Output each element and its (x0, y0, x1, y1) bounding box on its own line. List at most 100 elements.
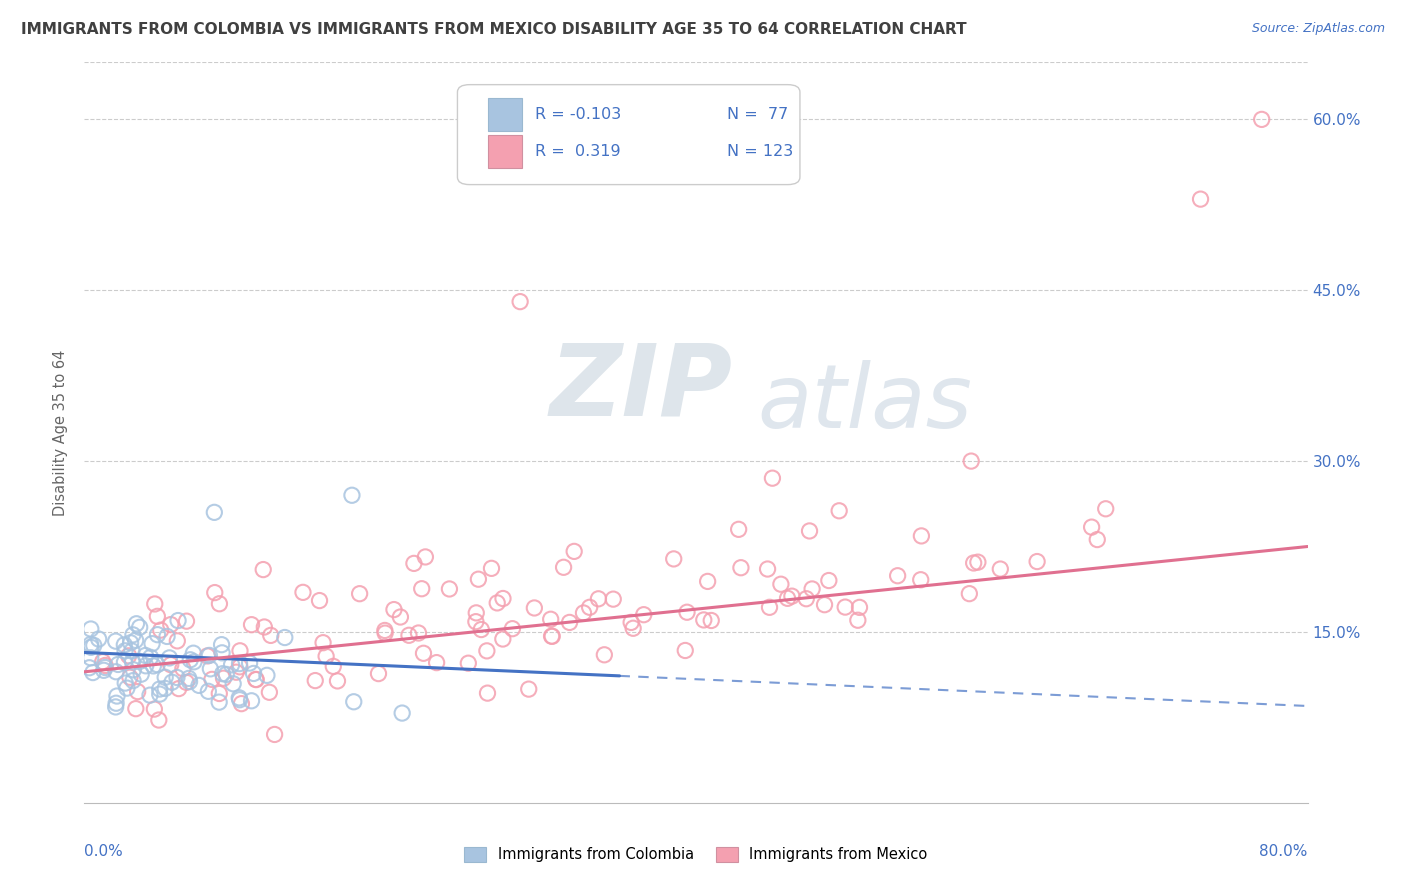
Point (229, 644, 252, 658)
Point (128, 655, 150, 669)
Point (367, 666, 389, 681)
Point (374, 624, 396, 638)
Point (799, 524, 821, 538)
Point (412, 646, 434, 660)
Y-axis label: Disability Age 35 to 64: Disability Age 35 to 64 (53, 350, 69, 516)
Point (179, 653, 201, 667)
Point (121, 655, 143, 669)
Point (312, 636, 335, 650)
Point (104, 700, 127, 714)
Legend: Immigrants from Colombia, Immigrants from Mexico: Immigrants from Colombia, Immigrants fro… (464, 847, 928, 863)
Point (322, 659, 344, 673)
Text: atlas: atlas (758, 360, 972, 446)
Point (149, 681, 172, 696)
Point (411, 582, 433, 596)
Point (228, 657, 250, 671)
Point (910, 573, 932, 587)
Point (229, 660, 252, 674)
Point (457, 657, 479, 671)
Point (134, 648, 156, 663)
Point (208, 695, 231, 709)
Text: 0.0%: 0.0% (84, 844, 124, 858)
Point (114, 644, 136, 658)
Point (176, 675, 198, 690)
Point (523, 601, 546, 615)
Point (834, 600, 856, 615)
Text: 80.0%: 80.0% (1260, 844, 1308, 858)
Point (146, 609, 169, 624)
Point (149, 687, 172, 701)
Point (673, 643, 696, 657)
Point (114, 676, 136, 690)
Point (176, 614, 198, 628)
Point (620, 615, 643, 630)
Point (104, 634, 127, 648)
Point (308, 593, 330, 607)
Point (211, 666, 233, 681)
Point (188, 678, 211, 692)
Point (225, 665, 247, 680)
Point (988, 562, 1011, 576)
Point (183, 646, 205, 660)
Point (122, 628, 145, 642)
Point (228, 692, 250, 706)
Point (83, 639, 105, 653)
Point (117, 648, 139, 663)
Point (143, 597, 166, 611)
Point (693, 613, 716, 627)
Point (813, 598, 835, 612)
Point (222, 677, 245, 691)
Point (245, 673, 267, 687)
Point (801, 582, 824, 596)
Point (153, 681, 176, 696)
Point (159, 617, 181, 632)
Point (93, 663, 115, 677)
Point (127, 684, 149, 698)
Point (467, 572, 489, 586)
Point (1080, 520, 1102, 534)
Point (602, 592, 624, 607)
Point (211, 646, 233, 660)
Point (588, 591, 610, 606)
Point (910, 529, 932, 543)
Point (211, 638, 233, 652)
Point (486, 596, 509, 610)
Point (125, 701, 148, 715)
Point (304, 673, 326, 688)
Point (80, 622, 103, 636)
Point (149, 623, 172, 637)
Point (142, 659, 165, 673)
Point (326, 673, 349, 688)
Point (153, 670, 176, 684)
Point (398, 628, 420, 642)
Point (204, 585, 226, 599)
Point (105, 696, 128, 710)
Point (221, 657, 243, 672)
Point (215, 667, 238, 681)
Text: R = -0.103: R = -0.103 (534, 107, 621, 122)
Point (492, 591, 515, 606)
Point (228, 690, 250, 705)
Point (231, 697, 253, 711)
Point (242, 666, 264, 681)
Point (846, 613, 869, 627)
Point (91, 655, 114, 669)
Point (886, 568, 908, 582)
Point (1189, 192, 1212, 206)
Point (274, 631, 297, 645)
Point (374, 626, 396, 640)
Point (124, 633, 146, 648)
Point (696, 574, 718, 589)
Point (159, 657, 181, 672)
Text: ZIP: ZIP (550, 340, 733, 437)
Point (756, 562, 779, 576)
Point (541, 629, 564, 643)
Point (315, 649, 337, 664)
Point (578, 600, 600, 615)
Point (79, 661, 101, 675)
Point (107, 657, 129, 672)
Point (198, 648, 221, 663)
Point (122, 673, 145, 688)
Point (125, 616, 148, 631)
Point (727, 522, 749, 536)
